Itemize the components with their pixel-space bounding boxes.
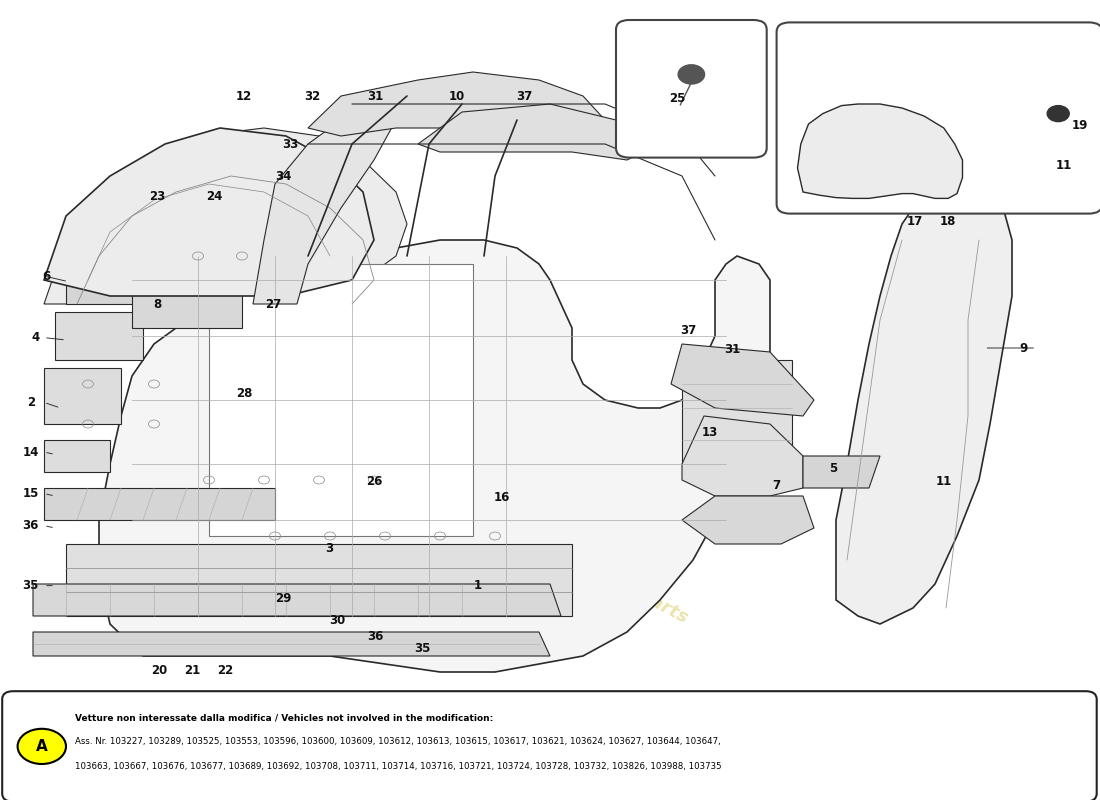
Text: 12: 12 [236,90,252,102]
Text: 15: 15 [23,487,38,500]
Text: 18: 18 [940,215,956,228]
Text: 10: 10 [449,90,464,102]
Text: 17: 17 [908,215,923,228]
Text: 19: 19 [1072,119,1088,132]
Text: 27: 27 [265,298,280,310]
Text: 32: 32 [305,90,320,102]
Polygon shape [55,312,143,360]
Text: A: A [36,739,47,754]
Text: 24: 24 [207,190,222,202]
Text: 4: 4 [31,331,40,344]
Text: 36: 36 [367,630,383,642]
Polygon shape [44,488,275,520]
Text: passion Autoparts: passion Autoparts [519,525,691,627]
Text: 6: 6 [42,270,51,282]
Text: 1: 1 [473,579,482,592]
FancyBboxPatch shape [616,20,767,158]
Polygon shape [803,456,880,488]
Text: 25: 25 [670,92,685,105]
Text: 35: 35 [23,579,38,592]
Text: 9: 9 [1019,342,1027,354]
Circle shape [18,729,66,764]
Polygon shape [253,104,396,304]
Text: 31: 31 [367,90,383,102]
Polygon shape [798,104,962,198]
Polygon shape [682,416,803,496]
Text: 29: 29 [276,592,292,605]
Text: 37: 37 [681,324,696,337]
Text: 23: 23 [150,190,165,202]
Text: 103663, 103667, 103676, 103677, 103689, 103692, 103708, 103711, 103714, 103716, : 103663, 103667, 103676, 103677, 103689, … [75,762,722,771]
Text: 21: 21 [185,664,200,677]
Circle shape [1047,106,1069,122]
Text: 14: 14 [23,446,38,458]
FancyBboxPatch shape [2,691,1097,800]
Polygon shape [66,264,154,304]
Polygon shape [66,544,572,616]
Text: 13: 13 [702,426,717,438]
Polygon shape [682,360,792,464]
Text: 3: 3 [324,542,333,554]
Text: Ass. Nr. 103227, 103289, 103525, 103553, 103596, 103600, 103609, 103612, 103613,: Ass. Nr. 103227, 103289, 103525, 103553,… [75,737,720,746]
Polygon shape [132,288,242,328]
Polygon shape [44,128,407,304]
Text: 16: 16 [494,491,509,504]
Polygon shape [44,368,121,424]
Text: passion Autoparts: passion Autoparts [356,418,568,542]
Text: FERRARI: FERRARI [148,341,336,379]
Polygon shape [209,264,473,536]
Text: 31: 31 [725,343,740,356]
Text: 30: 30 [330,614,345,626]
Polygon shape [33,584,561,616]
Text: 33: 33 [283,138,298,150]
Polygon shape [308,72,605,136]
Polygon shape [44,440,110,472]
Text: 5: 5 [828,462,837,474]
Text: 36: 36 [23,519,38,532]
Polygon shape [836,144,1012,624]
Polygon shape [33,632,550,656]
Text: 34: 34 [276,170,292,182]
Text: 22: 22 [218,664,233,677]
Text: 8: 8 [153,298,162,310]
Text: 26: 26 [366,475,382,488]
Text: 35: 35 [415,642,430,654]
Text: 11: 11 [1056,159,1071,172]
FancyBboxPatch shape [777,22,1100,214]
Text: 20: 20 [152,664,167,677]
Text: 2: 2 [26,396,35,409]
Polygon shape [44,128,374,296]
Text: 11: 11 [936,475,952,488]
Polygon shape [671,344,814,416]
Text: 7: 7 [772,479,781,492]
Text: Vetture non interessate dalla modifica / Vehicles not involved in the modificati: Vetture non interessate dalla modifica /… [75,713,493,722]
Circle shape [678,65,705,84]
Text: 37: 37 [517,90,532,102]
Polygon shape [418,104,660,160]
Polygon shape [99,240,770,672]
Polygon shape [682,496,814,544]
Text: 28: 28 [236,387,252,400]
